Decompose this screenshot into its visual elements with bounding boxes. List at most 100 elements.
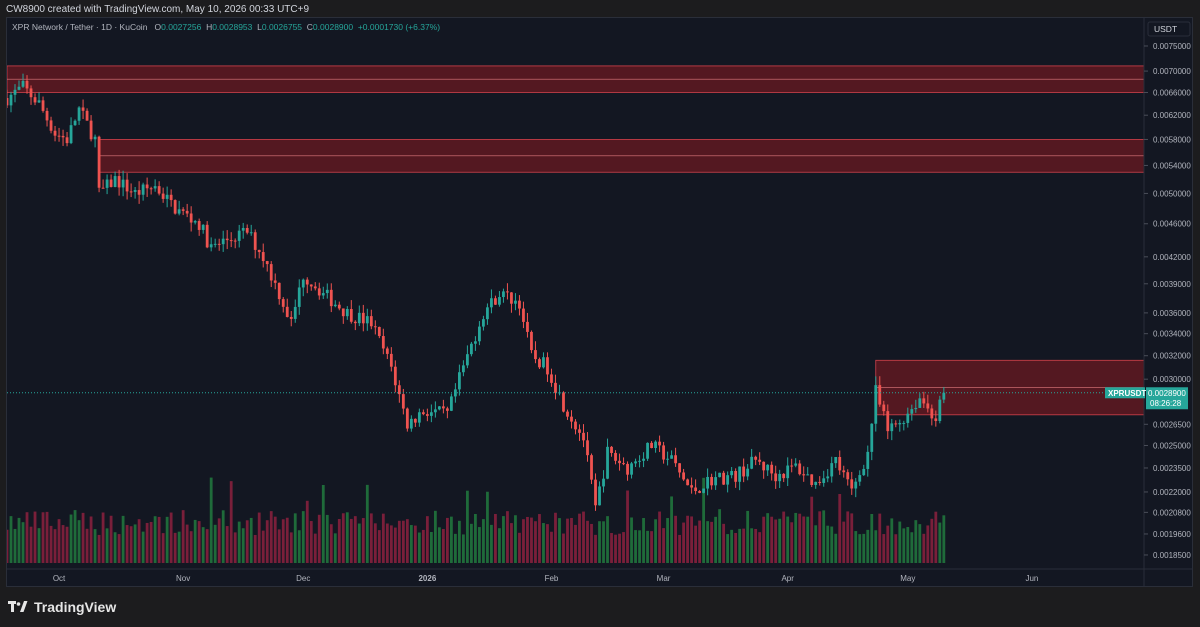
volume-bar: [682, 522, 685, 563]
candle: [29, 85, 33, 105]
candle: [185, 203, 189, 218]
candlestick-chart[interactable]: 0.0075000 0.0070000 0.0066000 0.0062000 0.00…: [7, 18, 1193, 587]
candle: [397, 380, 401, 403]
candle: [457, 364, 461, 396]
chart-panel[interactable]: 0.0075000 0.0070000 0.0066000 0.0062000 0.00…: [6, 17, 1193, 587]
volume-bar: [554, 512, 557, 563]
candle: [105, 174, 109, 195]
volume-bar: [457, 520, 461, 563]
candle: [285, 298, 289, 318]
candle: [654, 440, 657, 453]
candle: [686, 478, 689, 486]
candle: [173, 199, 177, 215]
time-tick-label: Jun: [1025, 574, 1038, 583]
volume-bar: [349, 518, 353, 563]
candle: [241, 222, 245, 239]
volume-bar: [49, 525, 53, 563]
candle: [794, 458, 798, 468]
candle: [157, 181, 161, 196]
volume-bar: [57, 519, 61, 563]
volume-bar: [470, 523, 473, 563]
candle: [161, 187, 165, 203]
volume-bar: [177, 531, 181, 563]
volume-bar: [25, 512, 29, 563]
candle: [121, 170, 125, 197]
candle: [854, 477, 858, 498]
candle: [333, 300, 337, 308]
volume-bar: [201, 527, 205, 563]
candle: [7, 89, 9, 109]
price-tick-label: 0.0030000: [1153, 375, 1191, 384]
candle: [181, 207, 185, 216]
candle: [357, 305, 361, 327]
volume-layer: [7, 477, 946, 563]
volume-bar: [29, 526, 33, 563]
candle: [502, 288, 505, 303]
candle: [506, 283, 509, 300]
candle: [201, 224, 205, 234]
candle: [429, 404, 433, 423]
volume-bar: [409, 525, 413, 563]
volume-bar: [666, 518, 669, 563]
volume-bar: [566, 518, 569, 563]
volume-bar: [606, 516, 609, 563]
candle: [938, 395, 942, 424]
volume-bar: [157, 516, 161, 563]
volume-bar: [397, 520, 401, 563]
candle: [734, 468, 738, 488]
volume-bar: [690, 516, 694, 563]
candle: [9, 91, 13, 113]
volume-bar: [578, 513, 581, 563]
volume-bar: [53, 529, 57, 563]
candle: [942, 386, 946, 404]
candle: [449, 393, 453, 412]
volume-bar: [289, 532, 293, 563]
volume-bar: [97, 534, 101, 563]
price-tick-label: 0.0018500: [1153, 551, 1191, 560]
volume-bar: [818, 511, 822, 563]
candle: [289, 311, 293, 327]
footer-brand[interactable]: TradingView: [8, 598, 116, 616]
volume-bar: [734, 532, 738, 563]
candle: [650, 441, 653, 449]
candle: [926, 394, 930, 413]
candle: [574, 419, 577, 435]
candle: [718, 472, 722, 478]
volume-bar: [73, 510, 77, 563]
volume-bar: [938, 522, 942, 563]
candle: [353, 320, 357, 331]
volume-bar: [261, 530, 265, 563]
volume-bar: [241, 528, 245, 563]
volume-bar: [425, 516, 429, 563]
candle: [726, 471, 730, 493]
volume-bar: [854, 531, 858, 563]
candle: [546, 352, 549, 382]
time-tick-label: Oct: [53, 574, 66, 583]
volume-bar: [117, 534, 121, 563]
price-tick-label: 0.0042000: [1153, 253, 1191, 262]
volume-bar: [546, 524, 549, 563]
volume-bar: [830, 526, 834, 563]
volume-bar: [498, 528, 501, 563]
high-label: H: [206, 22, 213, 32]
volume-bar: [814, 525, 818, 563]
candle: [361, 304, 365, 332]
candle: [830, 456, 834, 483]
candle: [165, 186, 169, 208]
volume-bar: [758, 532, 762, 563]
candle: [37, 92, 41, 103]
candle: [802, 466, 806, 482]
volume-bar: [421, 529, 425, 563]
volume-bar: [522, 519, 525, 563]
volume-bar: [405, 519, 409, 563]
currency-badge[interactable]: USDT: [1147, 21, 1191, 37]
volume-bar: [205, 529, 209, 563]
candle: [13, 84, 17, 103]
candle: [762, 461, 766, 479]
time-tick-label: Mar: [657, 574, 671, 583]
candle: [177, 200, 181, 216]
volume-bar: [217, 518, 221, 563]
candle: [586, 432, 589, 462]
volume-bar: [337, 519, 341, 563]
candle: [806, 467, 810, 476]
